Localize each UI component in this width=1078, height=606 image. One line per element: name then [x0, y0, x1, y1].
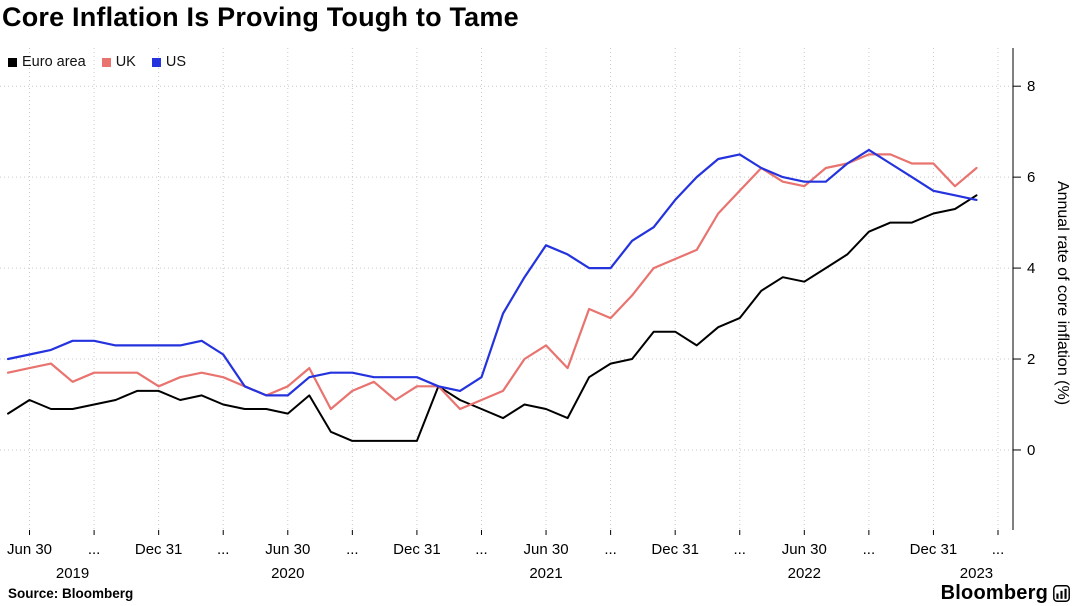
- bloomberg-logo: Bloomberg: [941, 582, 1070, 605]
- legend-label-us: US: [165, 54, 186, 70]
- legend-label-euro-area: Euro area: [22, 54, 86, 70]
- inflation-chart-canvas: Jun 30... Dec 31... Jun 30... Dec 31... Jun …: [0, 48, 1071, 582]
- footer: Source: Bloomberg Bloomberg: [0, 580, 1078, 606]
- svg-text:Jun 30: Jun 30: [524, 541, 569, 558]
- svg-text:2021: 2021: [529, 565, 562, 582]
- svg-text:4: 4: [1027, 260, 1035, 277]
- svg-text:Annual rate of core inflation: Annual rate of core inflation (%): [1054, 181, 1071, 405]
- svg-text:Dec 31: Dec 31: [910, 541, 958, 558]
- svg-text:...: ...: [217, 541, 230, 558]
- svg-text:...: ...: [604, 541, 617, 558]
- svg-text:...: ...: [733, 541, 746, 558]
- svg-text:0: 0: [1027, 442, 1035, 459]
- svg-text:2: 2: [1027, 351, 1035, 368]
- svg-text:...: ...: [863, 541, 876, 558]
- svg-text:2020: 2020: [271, 565, 304, 582]
- svg-text:Dec 31: Dec 31: [393, 541, 441, 558]
- legend-swatch-euro-area: [8, 57, 17, 67]
- svg-text:...: ...: [992, 541, 1005, 558]
- svg-text:...: ...: [475, 541, 488, 558]
- legend-item-us: US: [151, 54, 186, 70]
- svg-text:2023: 2023: [960, 565, 993, 582]
- svg-text:Jun 30: Jun 30: [7, 541, 52, 558]
- svg-text:2022: 2022: [788, 565, 821, 582]
- legend-swatch-us: [151, 57, 161, 67]
- legend-item-euro-area: Euro area: [8, 54, 86, 70]
- bloomberg-terminal-icon: [1053, 584, 1070, 602]
- chart-title: Core Inflation Is Proving Tough to Tame: [2, 2, 519, 32]
- legend: Euro area UK US: [8, 54, 186, 70]
- svg-text:6: 6: [1027, 169, 1035, 186]
- legend-label-uk: UK: [115, 54, 136, 70]
- svg-text:...: ...: [88, 541, 101, 558]
- source-note: Source: Bloomberg: [8, 585, 134, 601]
- svg-text:8: 8: [1027, 78, 1035, 95]
- legend-swatch-uk: [101, 57, 111, 67]
- svg-text:Jun 30: Jun 30: [265, 541, 310, 558]
- svg-text:Dec 31: Dec 31: [651, 541, 699, 558]
- svg-text:Dec 31: Dec 31: [135, 541, 183, 558]
- svg-text:...: ...: [346, 541, 359, 558]
- bloomberg-wordmark: Bloomberg: [940, 581, 1048, 604]
- svg-text:2019: 2019: [56, 565, 89, 582]
- legend-item-uk: UK: [101, 54, 136, 70]
- svg-text:Jun 30: Jun 30: [782, 541, 827, 558]
